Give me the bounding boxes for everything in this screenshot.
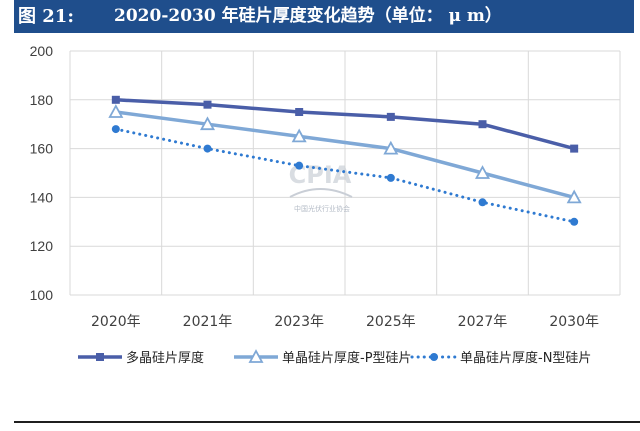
legend-swatch-marker-0 bbox=[96, 353, 104, 361]
data-point-2-1 bbox=[203, 144, 212, 153]
x-tick-label-3: 2025年 bbox=[366, 314, 416, 330]
data-point-2-5 bbox=[570, 217, 579, 226]
legend-swatch-marker-1 bbox=[248, 349, 264, 363]
x-tick-label-0: 2020年 bbox=[91, 314, 141, 330]
legend-item-0: 多晶硅片厚度 bbox=[78, 350, 204, 366]
legend-label-1: 单晶硅片厚度-P型硅片 bbox=[282, 350, 412, 366]
x-tick-label-4: 2027年 bbox=[458, 314, 508, 330]
series-line-0 bbox=[115, 98, 575, 151]
series-layer bbox=[108, 95, 582, 226]
data-point-1-3 bbox=[383, 140, 399, 155]
legend-label-0: 多晶硅片厚度 bbox=[126, 350, 204, 366]
data-point-2-3 bbox=[386, 173, 395, 182]
y-tick-label-200: 200 bbox=[30, 43, 54, 59]
data-point-0-5 bbox=[570, 144, 579, 153]
x-tick-label-2: 2023年 bbox=[274, 314, 324, 330]
data-point-1-1 bbox=[199, 116, 216, 131]
data-point-2-2 bbox=[295, 161, 304, 170]
data-point-2-4 bbox=[478, 198, 487, 207]
legend-item-2: 单晶硅片厚度-N型硅片 bbox=[410, 350, 591, 366]
x-tick-label-5: 2030年 bbox=[549, 314, 599, 330]
bottom-divider bbox=[14, 421, 640, 423]
y-tick-label-140: 140 bbox=[30, 189, 54, 205]
legend: 多晶硅片厚度 单晶硅片厚度-P型硅片 单晶硅片厚度-N型硅片 bbox=[78, 349, 591, 366]
legend-item-1: 单晶硅片厚度-P型硅片 bbox=[234, 349, 412, 366]
figure-title-bar: 图 21: 2020-2030 年硅片厚度变化趋势（单位： μ m） bbox=[14, 0, 634, 33]
y-tick-label-160: 160 bbox=[30, 141, 54, 157]
grid-layer bbox=[69, 50, 621, 296]
data-point-1-0 bbox=[108, 104, 124, 118]
data-point-1-4 bbox=[474, 165, 491, 179]
legend-label-2: 单晶硅片厚度-N型硅片 bbox=[460, 350, 591, 366]
data-point-1-5 bbox=[566, 189, 582, 204]
legend-swatch-marker-2 bbox=[430, 353, 438, 361]
axis-layer: 200 180 160 140 120 100 2020年 2021年 2023年 2025年 20… bbox=[30, 43, 599, 330]
y-tick-label-120: 120 bbox=[30, 238, 54, 254]
series-1 bbox=[108, 104, 582, 204]
series-0 bbox=[111, 95, 579, 153]
series-line-1 bbox=[115, 110, 575, 200]
figure-title: 2020-2030 年硅片厚度变化趋势（单位： μ m） bbox=[114, 6, 502, 26]
y-tick-label-180: 180 bbox=[30, 92, 54, 108]
data-point-0-0 bbox=[111, 95, 120, 104]
data-point-0-4 bbox=[478, 120, 487, 129]
data-point-2-0 bbox=[111, 125, 120, 134]
series-line-2 bbox=[114, 127, 576, 224]
figure-label: 图 21: bbox=[18, 6, 74, 27]
series-2 bbox=[111, 125, 579, 226]
watermark-arc bbox=[289, 188, 353, 198]
watermark-org-name: 中国光伏行业协会 bbox=[294, 204, 350, 213]
data-point-0-2 bbox=[295, 108, 304, 116]
data-point-1-2 bbox=[291, 128, 307, 143]
x-tick-label-1: 2021年 bbox=[183, 314, 233, 330]
y-tick-label-100: 100 bbox=[30, 287, 54, 303]
data-point-0-3 bbox=[386, 112, 395, 121]
data-point-0-1 bbox=[203, 100, 212, 109]
